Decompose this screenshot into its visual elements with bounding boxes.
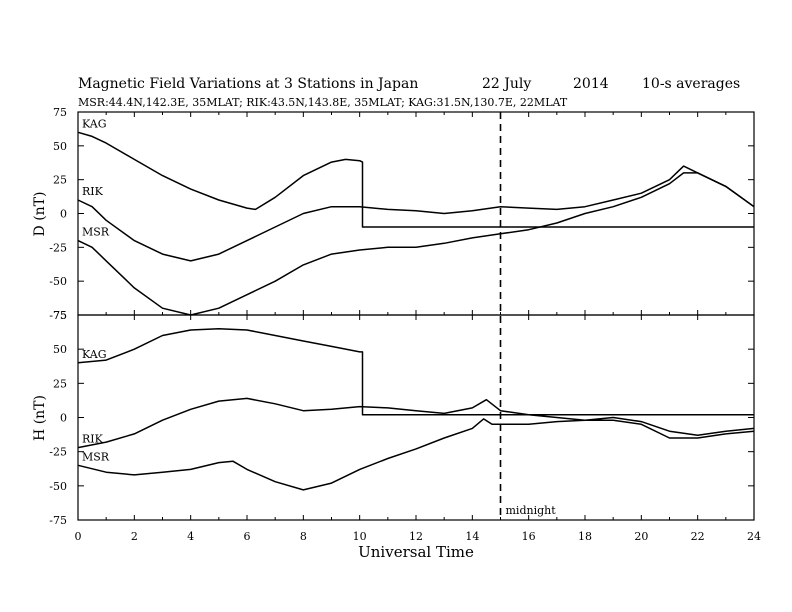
d-msr-series-label: MSR xyxy=(82,226,110,239)
h-msr-series-line xyxy=(77,416,755,491)
h-panel-frame xyxy=(77,314,755,521)
y-tick-label: -50 xyxy=(49,275,67,288)
h-y-axis-label: H (nT) xyxy=(32,395,48,441)
x-tick-label: 6 xyxy=(244,530,251,543)
chart-title-note: 10-s averages xyxy=(642,76,740,92)
chart-title-year: 2014 xyxy=(573,76,609,92)
d-rik-series-line xyxy=(77,165,755,262)
series-layer: KAG RIK MSR KAG RIK MSR xyxy=(77,117,755,491)
y-tick-label: 50 xyxy=(53,343,67,356)
h-rik-series-label: RIK xyxy=(82,433,104,446)
x-tick-label: 0 xyxy=(75,530,82,543)
x-tick-label: 18 xyxy=(578,530,592,543)
chart-title-date: 22 July xyxy=(482,76,531,92)
y-tick-label: -75 xyxy=(49,309,67,322)
d-y-axis-label: D (nT) xyxy=(32,192,48,237)
d-rik-series-label: RIK xyxy=(82,185,104,198)
y-tick-label: 25 xyxy=(53,174,67,187)
d-kag-series-line xyxy=(77,131,754,228)
h-kag-series-label: KAG xyxy=(82,348,107,361)
h-kag-series-line xyxy=(77,327,754,416)
x-tick-label: 24 xyxy=(747,530,761,543)
x-axis-label: Universal Time xyxy=(358,543,474,561)
y-tick-label: -50 xyxy=(49,480,67,493)
x-tick-label: 14 xyxy=(465,530,479,543)
y-tick-label: 50 xyxy=(53,140,67,153)
x-tick-label: 20 xyxy=(634,530,648,543)
x-tick-label: 16 xyxy=(522,530,536,543)
x-tick-label: 2 xyxy=(131,530,138,543)
x-tick-label: 10 xyxy=(353,530,367,543)
d-panel-frame xyxy=(77,111,755,316)
x-tick-label: 4 xyxy=(187,530,194,543)
y-tick-label: 75 xyxy=(53,106,67,119)
h-msr-series-label: MSR xyxy=(82,450,110,463)
y-tick-label: 75 xyxy=(53,309,67,322)
chart-title: Magnetic Field Variations at 3 Stations … xyxy=(78,76,418,92)
y-tick-label: -25 xyxy=(49,446,67,459)
y-tick-label: 0 xyxy=(60,412,67,425)
midnight-label: midnight xyxy=(506,504,557,517)
y-tick-label: -75 xyxy=(49,514,67,527)
x-tick-label: 22 xyxy=(691,530,705,543)
x-tick-label: 12 xyxy=(409,530,423,543)
y-tick-label: 0 xyxy=(60,208,67,221)
d-kag-series-label: KAG xyxy=(82,117,107,130)
x-tick-label: 8 xyxy=(300,530,307,543)
y-tick-label: 25 xyxy=(53,377,67,390)
d-msr-series-line xyxy=(77,172,755,316)
y-tick-label: -25 xyxy=(49,241,67,254)
h-rik-series-line xyxy=(77,397,755,449)
ticks-layer: 0 2 4 6 8 10 12 14 16 18 20 22 247550250-25-50-75755… xyxy=(49,106,761,543)
chart-subtitle: MSR:44.4N,142.3E, 35MLAT; RIK:43.5N,143.… xyxy=(78,96,568,109)
